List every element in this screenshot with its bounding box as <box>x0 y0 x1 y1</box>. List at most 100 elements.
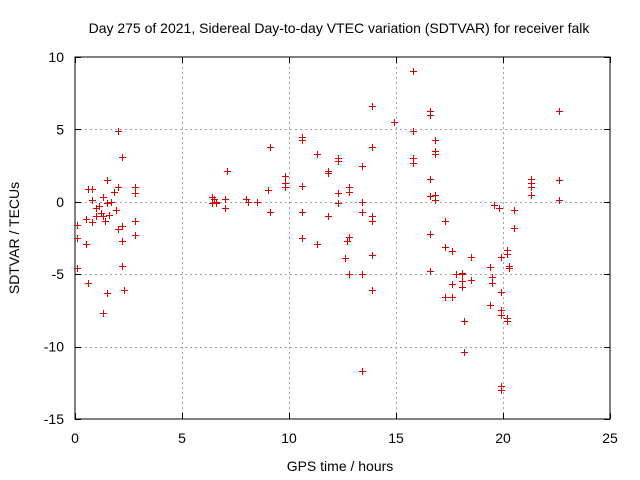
data-point <box>265 187 272 194</box>
data-point <box>335 158 342 165</box>
data-point <box>442 294 449 301</box>
data-point <box>369 103 376 110</box>
data-point <box>427 112 434 119</box>
data-point <box>346 271 353 278</box>
data-point <box>325 213 332 220</box>
y-tick-label: 0 <box>56 194 64 210</box>
y-tick-label: -15 <box>44 411 64 427</box>
data-point <box>299 183 306 190</box>
data-point <box>119 223 126 230</box>
data-point <box>299 137 306 144</box>
data-point <box>369 218 376 225</box>
data-point <box>299 235 306 242</box>
data-point <box>119 238 126 245</box>
data-point <box>108 199 115 206</box>
data-point <box>113 207 120 214</box>
data-point <box>267 209 274 216</box>
data-point <box>254 199 261 206</box>
x-tick-label: 20 <box>495 430 511 446</box>
x-tick-label: 15 <box>388 430 404 446</box>
data-point <box>83 241 90 248</box>
data-point <box>335 200 342 207</box>
data-point <box>314 241 321 248</box>
data-point <box>459 284 466 291</box>
data-point <box>511 225 518 232</box>
data-point <box>104 177 111 184</box>
data-point <box>106 212 113 219</box>
data-point <box>111 189 118 196</box>
data-point <box>213 199 220 206</box>
data-point <box>432 137 439 144</box>
x-tick-labels: 0 5 10 15 20 25 <box>71 430 618 446</box>
data-point <box>342 255 349 262</box>
data-point <box>83 216 90 223</box>
data-point <box>459 278 466 285</box>
data-point <box>74 265 81 272</box>
plot-frame <box>74 56 611 420</box>
data-point <box>115 226 122 233</box>
y-tick-label: -10 <box>44 339 64 355</box>
data-point <box>427 193 434 200</box>
data-point <box>359 163 366 170</box>
y-tick-label: 10 <box>48 49 64 65</box>
data-point <box>461 349 468 356</box>
data-point <box>498 289 505 296</box>
data-point <box>222 196 229 203</box>
data-point <box>89 197 96 204</box>
data-point <box>282 184 289 191</box>
x-tick-label: 5 <box>178 430 186 446</box>
y-tick-label: -5 <box>52 266 65 282</box>
data-point <box>346 184 353 191</box>
y-axis-label: SDTVAR / TECUs <box>6 182 22 294</box>
data-point <box>528 184 535 191</box>
data-point <box>267 144 274 151</box>
data-point <box>432 151 439 158</box>
data-point <box>132 218 139 225</box>
data-point <box>498 312 505 319</box>
data-point <box>93 213 100 220</box>
data-point <box>468 277 475 284</box>
data-point <box>506 265 513 272</box>
data-point <box>449 248 456 255</box>
data-point <box>359 199 366 206</box>
data-point <box>85 280 92 287</box>
data-point <box>427 231 434 238</box>
data-point <box>314 151 321 158</box>
data-point <box>498 254 505 261</box>
data-point <box>496 205 503 212</box>
data-point <box>410 68 417 75</box>
data-point <box>489 274 496 281</box>
data-point <box>427 176 434 183</box>
x-tick-label: 25 <box>602 430 618 446</box>
data-point <box>442 244 449 251</box>
data-point <box>115 184 122 191</box>
data-point <box>119 154 126 161</box>
data-point <box>359 368 366 375</box>
y-tick-label: 5 <box>56 121 64 137</box>
data-point <box>100 194 107 201</box>
data-point <box>224 168 231 175</box>
data-point <box>461 318 468 325</box>
data-point <box>369 252 376 259</box>
data-point <box>132 232 139 239</box>
data-point <box>96 203 103 210</box>
data-point <box>104 200 111 207</box>
data-point <box>344 238 351 245</box>
data-point <box>100 213 107 220</box>
data-point <box>282 173 289 180</box>
data-point <box>468 254 475 261</box>
data-point <box>100 310 107 317</box>
data-point <box>89 219 96 226</box>
data-points <box>74 68 563 394</box>
data-point <box>487 302 494 309</box>
data-point <box>335 190 342 197</box>
data-point <box>427 268 434 275</box>
data-point <box>115 128 122 135</box>
grid-lines <box>75 57 610 419</box>
data-point <box>104 290 111 297</box>
data-point <box>453 271 460 278</box>
data-point <box>346 234 353 241</box>
data-point <box>222 205 229 212</box>
data-point <box>325 170 332 177</box>
